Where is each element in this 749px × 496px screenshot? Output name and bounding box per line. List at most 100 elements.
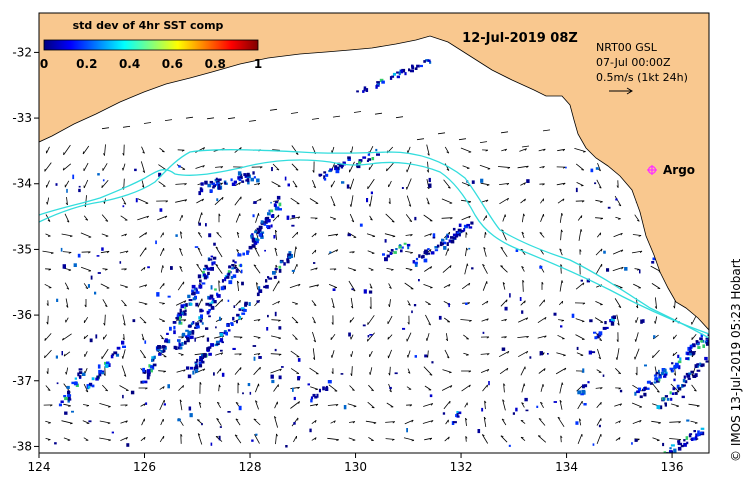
current-vector xyxy=(159,399,165,411)
sst-pixel xyxy=(612,315,617,319)
sst-pixel xyxy=(208,303,213,307)
current-vector-head xyxy=(411,439,415,442)
sst-pixel xyxy=(463,228,466,232)
current-vector xyxy=(556,352,566,356)
current-vector xyxy=(614,195,622,207)
current-vector xyxy=(479,141,488,143)
sst-pixel xyxy=(274,207,278,211)
sst-pixel xyxy=(264,220,268,224)
sst-pixel xyxy=(291,269,295,272)
sst-pixel xyxy=(662,397,665,401)
sst-pixel xyxy=(153,355,156,359)
current-vector xyxy=(540,249,544,255)
current-vector xyxy=(365,420,377,424)
sst-pixel xyxy=(598,331,603,336)
sst-pixel xyxy=(152,363,157,367)
current-vector-head xyxy=(295,303,298,305)
current-vector-head xyxy=(220,318,223,321)
sst-pixel xyxy=(206,267,211,271)
sst-pixel xyxy=(278,268,282,273)
current-vector-head xyxy=(217,401,220,404)
current-vector-head xyxy=(253,418,257,421)
sst-pixel xyxy=(362,90,365,93)
current-vector-head xyxy=(48,422,51,424)
sst-pixel xyxy=(213,242,216,246)
current-vector xyxy=(426,333,430,341)
current-vector-head xyxy=(408,204,412,207)
current-vector xyxy=(458,138,467,141)
current-vector xyxy=(672,351,678,357)
sst-pixel xyxy=(634,438,638,442)
sst-pixel xyxy=(639,269,641,274)
current-vector-head xyxy=(656,391,660,393)
current-vector-head xyxy=(220,182,223,185)
current-vector xyxy=(215,352,223,356)
sst-pixel xyxy=(175,234,178,237)
current-vector xyxy=(143,122,152,124)
current-vector xyxy=(426,197,430,205)
sst-pixel xyxy=(376,81,380,84)
current-vector-head xyxy=(180,354,184,356)
sst-pixel xyxy=(398,245,402,249)
sst-pixel xyxy=(368,290,373,294)
sst-pixel xyxy=(665,371,668,375)
colorbar-ticks: 0 0.2 0.4 0.6 0.8 1 xyxy=(40,57,262,71)
current-vector-head xyxy=(581,200,585,203)
current-vector-head xyxy=(409,404,413,407)
sst-pixel xyxy=(210,343,214,347)
sst-pixel xyxy=(699,362,702,367)
current-vector xyxy=(270,353,282,355)
current-vector xyxy=(405,251,413,253)
current-vector xyxy=(83,316,89,324)
current-vector-head xyxy=(409,220,412,222)
current-vector-head xyxy=(486,369,490,372)
current-vector-head xyxy=(578,418,582,421)
current-vector-head xyxy=(238,182,241,185)
current-vector-head xyxy=(332,305,335,309)
current-vector xyxy=(540,402,544,408)
current-vector xyxy=(542,129,551,132)
sst-pixel xyxy=(452,237,457,240)
current-vector xyxy=(574,148,586,152)
sst-pixel xyxy=(209,180,214,184)
current-vector xyxy=(123,334,125,340)
current-vector-head xyxy=(274,416,277,419)
current-vector-head xyxy=(430,266,433,269)
sst-pixel xyxy=(375,85,378,89)
sst-pixel xyxy=(212,298,215,302)
current-vector xyxy=(270,368,282,374)
sst-pixel xyxy=(232,316,235,321)
sst-pixel xyxy=(73,381,78,386)
current-vector xyxy=(691,384,697,392)
sst-pixel xyxy=(512,412,515,415)
current-vector xyxy=(311,232,317,238)
sst-pixel xyxy=(619,389,623,393)
x-tick-label: 134 xyxy=(555,460,578,474)
current-vector-head xyxy=(581,169,584,171)
current-vector-head xyxy=(103,322,106,326)
current-vector-head xyxy=(297,386,300,390)
sst-pixel xyxy=(63,395,67,398)
sst-pixel xyxy=(86,384,90,388)
sst-pixel xyxy=(292,387,294,392)
sst-pixel xyxy=(95,377,99,381)
current-vector-head xyxy=(221,335,225,338)
current-vector xyxy=(351,366,353,376)
sst-pixel xyxy=(363,289,367,294)
current-vector xyxy=(520,420,526,424)
sst-pixel xyxy=(682,384,686,387)
sst-pixel xyxy=(194,365,199,370)
sst-pixel xyxy=(624,267,628,271)
current-vector-head xyxy=(618,204,622,207)
current-vector-head xyxy=(482,434,485,437)
sst-pixel xyxy=(101,247,104,251)
current-vector-head xyxy=(220,352,224,355)
current-vector-head xyxy=(85,218,88,221)
current-vector xyxy=(159,435,165,443)
current-vector xyxy=(139,247,147,257)
current-vector-head xyxy=(520,248,524,251)
current-vector-head xyxy=(65,305,69,308)
current-vector-head xyxy=(350,354,352,357)
current-vector xyxy=(384,233,396,237)
sst-pixel xyxy=(468,226,473,229)
